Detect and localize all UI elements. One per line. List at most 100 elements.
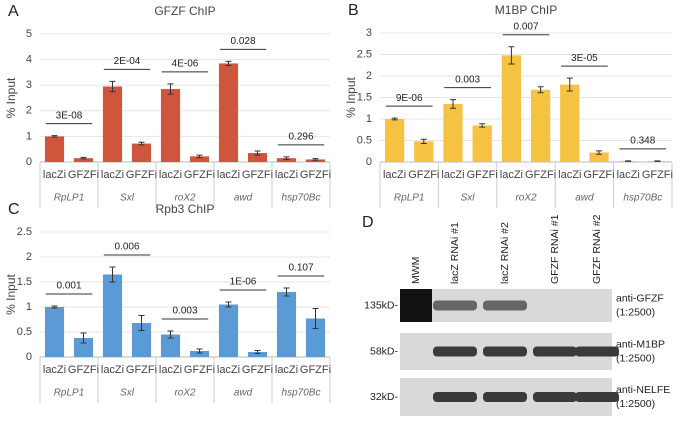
x-tick-label: GFZFi bbox=[126, 364, 157, 376]
error-bar bbox=[312, 308, 319, 329]
group-label: hsp70Bc bbox=[623, 193, 662, 204]
y-tick-label: 1 bbox=[26, 301, 32, 313]
chart-title: GFZF ChIP bbox=[154, 4, 215, 18]
x-tick-label: lacZi bbox=[383, 169, 406, 181]
bar bbox=[102, 274, 123, 357]
y-tick-label: 2 bbox=[26, 105, 32, 117]
error-bar bbox=[391, 117, 398, 121]
p-value-label: 9E-06 bbox=[396, 93, 423, 104]
x-tick-label: lacZi bbox=[43, 364, 66, 376]
panel-label: D bbox=[362, 214, 374, 231]
y-axis-label: % Input bbox=[4, 77, 18, 118]
x-tick-label: lacZi bbox=[101, 364, 124, 376]
p-value-label: 0.107 bbox=[288, 263, 313, 274]
group-label: awd bbox=[575, 193, 594, 204]
group-label: RpLP1 bbox=[394, 193, 425, 204]
bar bbox=[73, 158, 94, 162]
bar bbox=[102, 86, 123, 162]
bar bbox=[305, 159, 326, 162]
error-bar bbox=[167, 330, 174, 339]
y-tick-label: 0 bbox=[366, 156, 372, 168]
x-tick-label: lacZi bbox=[500, 169, 523, 181]
x-tick-label: lacZi bbox=[275, 364, 298, 376]
error-bar bbox=[450, 99, 456, 109]
error-bar bbox=[283, 287, 290, 297]
panel-label: C bbox=[8, 201, 20, 218]
group-label: Sxl bbox=[120, 193, 135, 204]
x-tick-label: lacZi bbox=[275, 169, 298, 181]
x-tick-label: GFZFi bbox=[300, 169, 331, 181]
bar bbox=[501, 55, 522, 162]
x-tick-label: GFZFi bbox=[408, 169, 439, 181]
error-bar bbox=[51, 305, 58, 309]
bar bbox=[131, 143, 152, 162]
lane-label: GFZF RNAi #2 bbox=[591, 214, 603, 284]
blot-band bbox=[433, 346, 477, 357]
bar bbox=[247, 352, 268, 357]
antibody-label: anti-M1BP bbox=[616, 338, 665, 350]
error-bar bbox=[254, 150, 261, 156]
bar bbox=[44, 307, 65, 357]
bar bbox=[530, 89, 551, 162]
x-tick-label: GFZFi bbox=[184, 169, 215, 181]
blot-band bbox=[533, 346, 577, 357]
x-tick-label: lacZi bbox=[101, 169, 124, 181]
marker-block bbox=[400, 289, 432, 322]
error-bar bbox=[254, 350, 261, 354]
p-value-label: 2E-04 bbox=[114, 56, 141, 67]
dilution-label: (1:2500) bbox=[616, 398, 655, 410]
dilution-label: (1:2500) bbox=[616, 306, 655, 318]
error-bar bbox=[80, 332, 87, 344]
group-label: Sxl bbox=[120, 388, 135, 399]
error-bar bbox=[138, 141, 145, 146]
y-tick-label: 2.5 bbox=[357, 48, 372, 60]
error-bar bbox=[508, 46, 515, 65]
error-bar bbox=[225, 60, 232, 66]
error-bar bbox=[312, 158, 319, 161]
error-bar bbox=[196, 154, 203, 159]
error-bar bbox=[138, 315, 145, 331]
bar bbox=[44, 136, 65, 162]
error-bar bbox=[109, 266, 116, 283]
p-value-label: 0.001 bbox=[56, 281, 81, 292]
error-bar bbox=[479, 123, 486, 128]
y-tick-label: 3 bbox=[26, 79, 32, 91]
x-tick-label: GFZFi bbox=[68, 169, 99, 181]
group-label: RpLP1 bbox=[54, 388, 85, 399]
group-label: hsp70Bc bbox=[282, 193, 321, 204]
group-label: RpLP1 bbox=[54, 193, 85, 204]
bar bbox=[589, 152, 609, 162]
y-tick-label: 0 bbox=[26, 351, 32, 363]
y-tick-label: 2.5 bbox=[17, 226, 32, 238]
error-bar bbox=[566, 77, 573, 92]
x-tick-label: GFZFi bbox=[300, 364, 331, 376]
x-tick-label: GFZFi bbox=[467, 169, 498, 181]
antibody-label: anti-NELFE bbox=[616, 384, 670, 396]
x-tick-label: GFZFi bbox=[184, 364, 215, 376]
x-tick-label: GFZFi bbox=[68, 364, 99, 376]
y-tick-label: 1 bbox=[366, 113, 372, 125]
p-value-label: 0.028 bbox=[230, 36, 255, 47]
error-bar bbox=[283, 156, 290, 160]
error-bar bbox=[109, 80, 116, 93]
error-bar bbox=[80, 156, 87, 160]
y-tick-label: 3 bbox=[366, 27, 372, 39]
lane-label: lacZ RNAi #2 bbox=[499, 222, 511, 284]
p-value-label: 1E-06 bbox=[230, 277, 257, 288]
y-tick-label: 2 bbox=[366, 70, 372, 82]
dilution-label: (1:2500) bbox=[616, 352, 655, 364]
x-tick-label: lacZi bbox=[159, 169, 182, 181]
bar bbox=[276, 158, 297, 162]
y-axis-label: % Input bbox=[344, 76, 358, 117]
blot-band bbox=[483, 300, 527, 311]
lane-label: GFZF RNAi #1 bbox=[549, 214, 561, 284]
bar bbox=[305, 318, 326, 357]
group-label: roX2 bbox=[174, 193, 196, 204]
x-tick-label: GFZFi bbox=[242, 169, 273, 181]
error-bar bbox=[596, 150, 602, 155]
y-tick-label: 1.5 bbox=[17, 276, 32, 288]
blot-band bbox=[483, 346, 527, 357]
group-label: Sxl bbox=[461, 193, 476, 204]
panel-label: A bbox=[8, 3, 19, 20]
